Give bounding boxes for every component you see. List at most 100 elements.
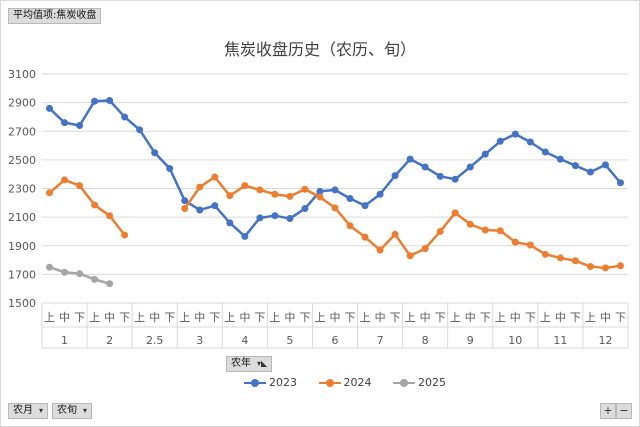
- data-point-2023: [346, 195, 354, 203]
- data-point-2023: [541, 148, 549, 156]
- y-tick-label: 1700: [8, 268, 36, 281]
- data-point-2025: [61, 268, 69, 276]
- data-point-2023: [196, 206, 204, 214]
- x-tick-label: 上: [450, 311, 461, 324]
- x-tick-label: 下: [435, 311, 446, 324]
- data-point-2024: [271, 190, 279, 198]
- data-point-2024: [556, 254, 564, 262]
- data-point-2024: [121, 231, 129, 239]
- data-point-2024: [76, 182, 84, 190]
- x-group-label: 12: [598, 334, 612, 347]
- data-point-2024: [421, 245, 429, 253]
- data-point-2025: [46, 263, 54, 271]
- row-field-decade-label: 农旬: [57, 405, 77, 416]
- row-field-month-button[interactable]: 农月 ▾: [8, 403, 49, 419]
- data-point-2023: [586, 168, 594, 176]
- data-point-2023: [271, 212, 279, 220]
- x-tick-label: 中: [600, 311, 611, 324]
- data-point-2024: [541, 250, 549, 258]
- data-point-2023: [316, 187, 324, 195]
- x-tick-label: 中: [555, 311, 566, 324]
- x-group-label: 8: [422, 334, 429, 347]
- data-point-2023: [166, 164, 174, 172]
- data-point-2023: [376, 190, 384, 198]
- y-tick-label: 1900: [8, 240, 36, 253]
- x-tick-label: 下: [209, 311, 220, 324]
- data-point-2024: [466, 220, 474, 228]
- data-point-2023: [406, 155, 414, 163]
- legend-item-2024: 2024: [318, 376, 372, 389]
- data-point-2025: [106, 280, 114, 288]
- data-point-2024: [91, 201, 99, 209]
- x-tick-label: 上: [585, 311, 596, 324]
- data-point-2024: [481, 226, 489, 234]
- data-point-2024: [376, 246, 384, 254]
- data-point-2023: [226, 219, 234, 227]
- legend-label-2024: 2024: [343, 376, 372, 389]
- data-point-2024: [46, 189, 54, 197]
- x-group-label: 5: [286, 334, 293, 347]
- row-field-decade-button[interactable]: 农旬 ▾: [52, 403, 93, 419]
- data-point-2023: [616, 179, 624, 187]
- data-point-2023: [106, 96, 114, 104]
- data-point-2023: [286, 215, 294, 223]
- data-point-2025: [91, 275, 99, 283]
- data-point-2024: [316, 193, 324, 201]
- legend-marker-2024: [318, 378, 341, 388]
- x-tick-label: 上: [360, 311, 371, 324]
- x-tick-label: 下: [345, 311, 356, 324]
- x-group-label: 2: [106, 334, 113, 347]
- data-point-2024: [391, 230, 399, 238]
- data-point-2023: [136, 126, 144, 134]
- value-field-label: 平均值项:焦炭收盘: [13, 10, 97, 21]
- collapse-button[interactable]: −: [616, 403, 632, 419]
- legend-marker-2023: [244, 378, 266, 388]
- expand-button[interactable]: +: [600, 403, 616, 419]
- data-point-2024: [361, 233, 369, 241]
- data-point-2024: [406, 252, 414, 260]
- x-tick-label: 下: [299, 311, 310, 324]
- data-point-2023: [526, 138, 534, 146]
- chart-legend: 2023 2024 2025: [244, 376, 464, 389]
- x-tick-label: 上: [89, 311, 100, 324]
- data-point-2024: [511, 238, 519, 246]
- data-point-2023: [46, 104, 54, 112]
- legend-label-2023: 2023: [269, 376, 297, 389]
- data-point-2023: [91, 97, 99, 105]
- x-tick-label: 上: [44, 311, 55, 324]
- x-tick-label: 上: [540, 311, 551, 324]
- y-tick-label: 3100: [8, 68, 36, 81]
- data-point-2024: [256, 186, 264, 194]
- data-point-2023: [571, 162, 579, 170]
- data-point-2023: [241, 232, 249, 240]
- data-point-2023: [151, 149, 159, 157]
- data-point-2024: [301, 185, 309, 193]
- x-tick-label: 中: [59, 311, 70, 324]
- x-group-label: 3: [196, 334, 203, 347]
- x-tick-label: 中: [104, 311, 115, 324]
- x-tick-label: 下: [254, 311, 265, 324]
- x-tick-label: 下: [570, 311, 581, 324]
- data-point-2023: [76, 122, 84, 130]
- series-line-2023: [48, 99, 622, 238]
- x-tick-label: 中: [420, 311, 431, 324]
- x-tick-label: 中: [510, 311, 521, 324]
- filter-dropdown-icon: ▾◣: [257, 359, 268, 368]
- data-point-2024: [106, 212, 114, 220]
- data-point-2024: [241, 182, 249, 190]
- data-point-2023: [361, 202, 369, 210]
- x-tick-label: 中: [465, 311, 476, 324]
- value-field-button[interactable]: 平均值项:焦炭收盘: [8, 8, 102, 24]
- x-tick-label: 中: [375, 311, 386, 324]
- data-point-2023: [256, 214, 264, 222]
- data-point-2023: [391, 172, 399, 180]
- data-point-2024: [571, 257, 579, 265]
- x-tick-label: 上: [495, 311, 506, 324]
- data-point-2024: [586, 263, 594, 271]
- x-tick-label: 下: [164, 311, 175, 324]
- x-group-label: 7: [377, 334, 384, 347]
- data-point-2023: [556, 155, 564, 163]
- x-group-label: 11: [553, 334, 567, 347]
- x-group-label: 4: [241, 334, 248, 347]
- legend-field-button[interactable]: 农年 ▾◣: [226, 356, 273, 372]
